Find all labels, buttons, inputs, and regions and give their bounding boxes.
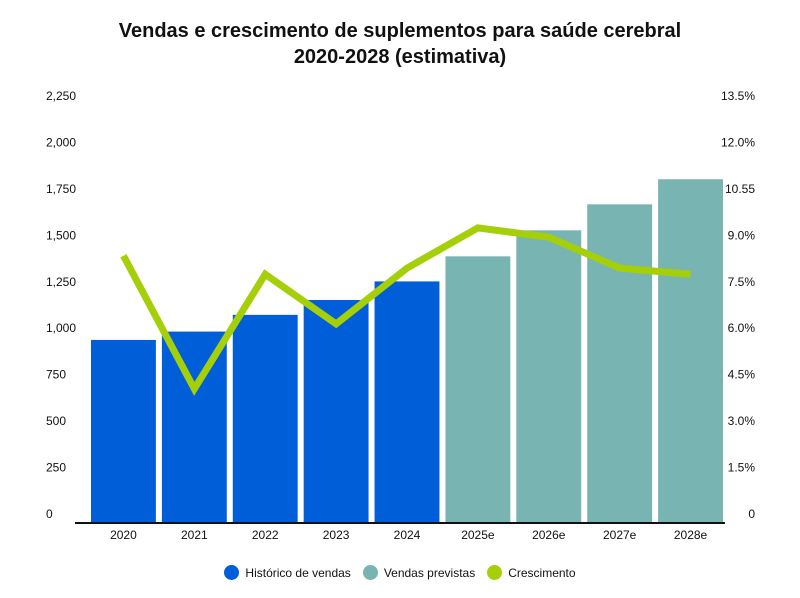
legend-item: Histórico de vendas [224, 565, 351, 580]
legend: Histórico de vendas Vendas previstas Cresc… [0, 565, 800, 580]
legend-swatch [362, 565, 378, 580]
y-left-tick-label: 1,250 [46, 275, 76, 289]
x-tick-label: 2020 [110, 528, 137, 542]
y-left-tick-label: 0 [46, 507, 53, 521]
legend-item: Vendas previstas [362, 565, 476, 580]
y-right-tick-label: 7.5% [728, 275, 756, 289]
y-left-tick-label: 1,500 [46, 228, 76, 242]
x-tick-label: 2021 [181, 528, 208, 542]
y-right-tick-label: 0 [748, 507, 755, 521]
x-tick-label: 2025e [461, 528, 495, 542]
y-right-tick-label: 9.0% [728, 228, 756, 242]
bar-2027e [587, 204, 653, 522]
y-right-tick-label: 10.55 [725, 182, 755, 196]
x-tick-label: 2027e [603, 528, 637, 542]
y-right-tick-label: 6.0% [728, 321, 756, 335]
y-left-tick-label: 1,000 [46, 321, 76, 335]
growth-line [120, 224, 691, 396]
chart-title-line: Vendas e crescimento de suplementos para… [118, 20, 682, 42]
y-left-tick-label: 750 [46, 368, 66, 382]
y-left-tick-label: 2,000 [46, 135, 76, 149]
legend-item: Crescimento [487, 565, 576, 580]
bar-2020 [91, 339, 156, 522]
x-tick-label: 2026e [532, 528, 566, 542]
y-left-tick-label: 250 [46, 461, 66, 475]
chart-title: Vendas e crescimento de suplementos para… [0, 18, 800, 70]
bar-2022 [232, 314, 298, 522]
bar-2026e [516, 230, 582, 522]
bar-2028e [658, 179, 723, 523]
legend-label: Vendas previstas [383, 565, 476, 580]
chart-subtitle-line: 2020-2028 (estimativa) [293, 46, 507, 68]
x-tick-label: 2024 [394, 528, 421, 542]
bar-2025e [445, 256, 511, 522]
x-tick-label: 2028e [674, 528, 708, 542]
bar-2024 [374, 281, 440, 522]
legend-label: Crescimento [508, 565, 576, 580]
y-right-tick-label: 3.0% [728, 414, 756, 428]
y-right-tick-label: 12.0% [721, 135, 755, 149]
bar-2023 [303, 299, 369, 522]
legend-label: Histórico de vendas [245, 565, 351, 580]
bar-2021 [161, 331, 227, 522]
y-left-tick-label: 1,750 [46, 182, 76, 196]
legend-swatch [224, 565, 240, 580]
x-tick-label: 2023 [323, 528, 350, 542]
y-right-tick-label: 13.5% [721, 89, 755, 103]
y-right-tick-label: 4.5% [728, 368, 756, 382]
y-right-tick-label: 1.5% [728, 461, 756, 475]
legend-swatch [487, 565, 503, 580]
y-left-tick-label: 2,250 [46, 89, 76, 103]
x-tick-label: 2022 [252, 528, 279, 542]
y-left-tick-label: 500 [46, 414, 66, 428]
